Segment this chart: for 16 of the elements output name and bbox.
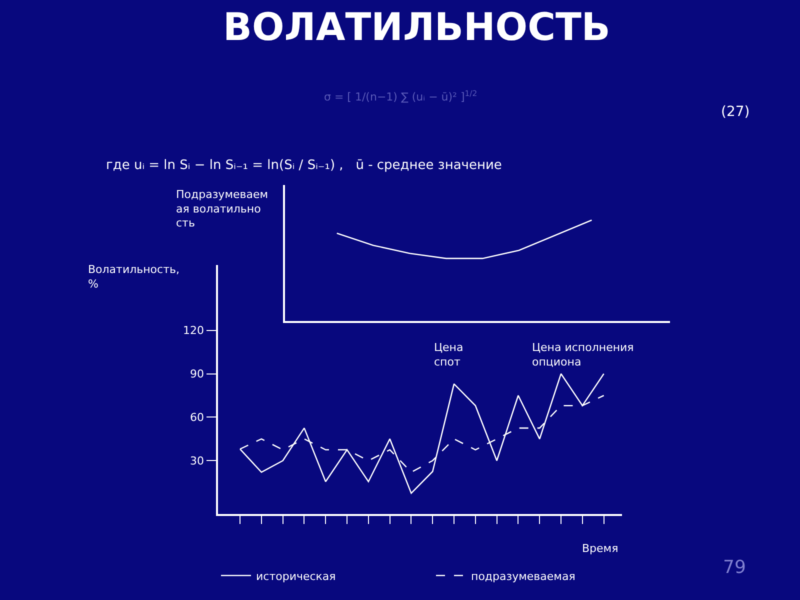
y-tick-label: 30 [190,454,204,468]
text: 79 [723,557,746,578]
y-axis-title: Волатильность, % [88,263,180,290]
x-axis-title: Время [582,542,618,555]
y-axis-title: Подразумеваемая волатильность [176,188,268,230]
text: σ = [ 1/(n−1) ∑ (uᵢ − ū)² ]$^{1/2}$ [324,89,478,104]
chart-title: ВОЛАТИЛЬНОСТЬ [223,5,610,49]
annotation: Цена спот [434,341,464,368]
y-tick-label: 60 [190,411,204,424]
legend-label: подразумеваемая [471,570,576,583]
text: (27) [721,104,750,120]
text: где uᵢ = ln Sᵢ − ln Sᵢ₋₁ = ln(Sᵢ / Sᵢ₋₁) , ū - среднее значение [106,158,502,173]
x-axis-title: Цена исполнения опциона [532,341,634,368]
y-tick-label: 90 [190,368,204,381]
y-tick-label: 120 [183,324,204,338]
legend-label: историческая [256,570,336,583]
